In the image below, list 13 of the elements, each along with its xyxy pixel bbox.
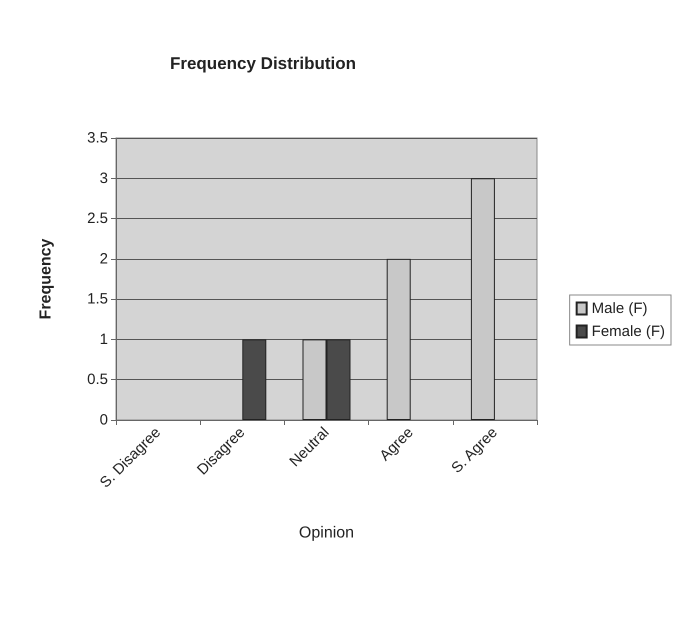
legend-label: Female (F) <box>592 323 666 340</box>
y-tick-label: 1.5 <box>87 290 108 308</box>
y-tick-label: 2 <box>100 250 108 268</box>
chart-title: Frequency Distribution <box>170 54 356 73</box>
y-tick-label: 1 <box>100 330 108 348</box>
legend-label: Male (F) <box>592 300 648 317</box>
y-axis-title: Frequency <box>38 238 54 320</box>
y-tick-label: 0.5 <box>87 371 108 388</box>
y-tick-label: 3 <box>100 170 108 187</box>
y-tick-label: 3.5 <box>87 130 108 146</box>
y-tick-label: 2.5 <box>87 210 108 228</box>
y-tick-label: 0 <box>100 412 108 428</box>
x-axis-title: Opinion <box>298 524 354 542</box>
